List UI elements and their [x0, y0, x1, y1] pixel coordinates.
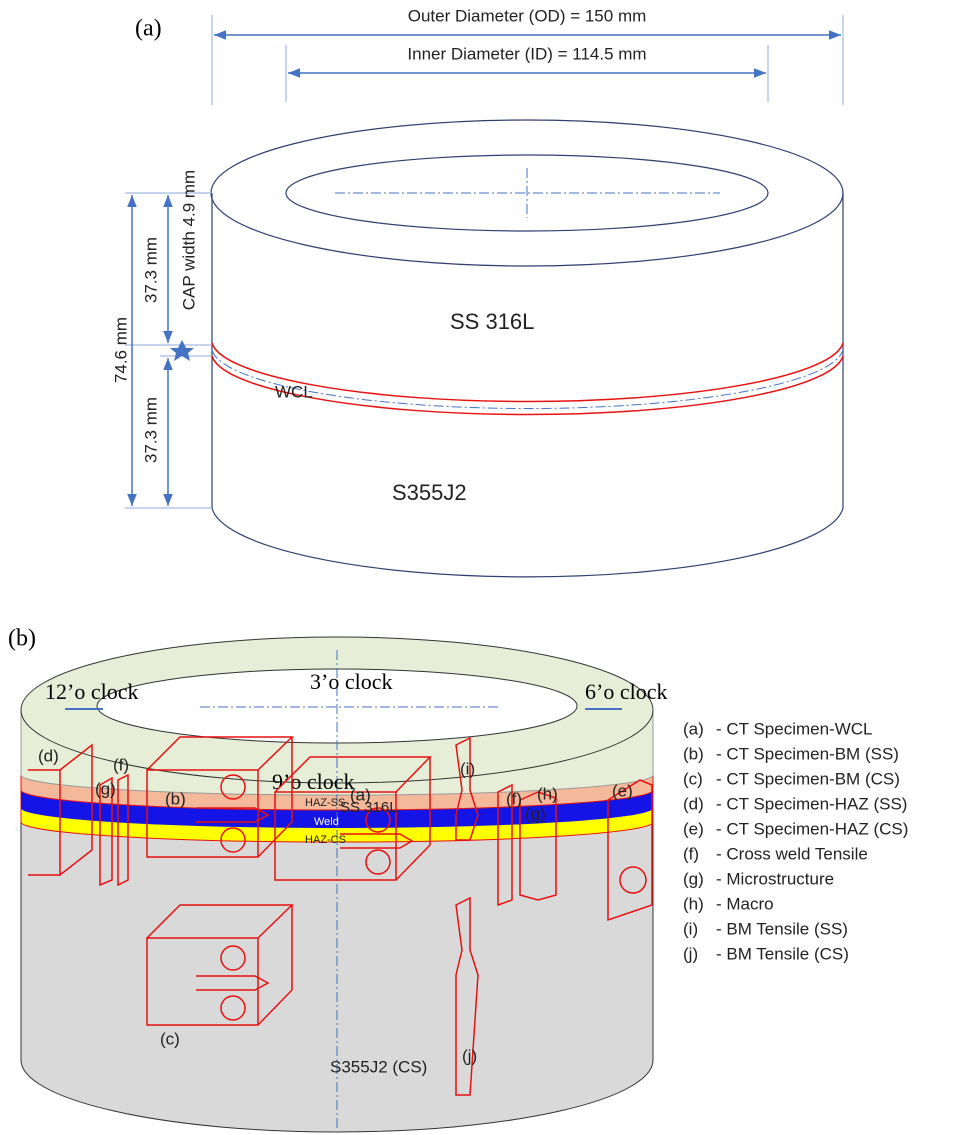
specimen-label: (f)	[506, 789, 522, 808]
legend-text: - CT Specimen-HAZ (SS)	[716, 794, 907, 813]
zone-label: HAZ-CS	[305, 834, 346, 846]
legend-key: (e)	[683, 819, 704, 838]
specimen-label: (d)	[38, 746, 59, 765]
height-top-label: 37.3 mm	[141, 237, 160, 303]
clock-label: 12’o clock	[45, 679, 138, 704]
specimen-label: (h)	[537, 784, 558, 803]
panel-a: (a) Outer Diameter (OD) = 150 mm Inner D…	[111, 6, 843, 576]
clock-label: 9’o clock	[272, 769, 354, 794]
legend-key: (j)	[683, 944, 698, 963]
legend-key: (a)	[683, 719, 704, 738]
id-label: Inner Diameter (ID) = 114.5 mm	[407, 44, 646, 63]
legend-key: (g)	[683, 869, 704, 888]
height-total-label: 74.6 mm	[111, 317, 130, 383]
panel-label: (a)	[135, 16, 162, 42]
panel-label: (b)	[8, 626, 36, 652]
legend-text: - BM Tensile (SS)	[716, 919, 848, 938]
figure: (a) Outer Diameter (OD) = 150 mm Inner D…	[0, 0, 961, 1135]
clock-label: 6’o clock	[585, 679, 667, 704]
legend-key: (d)	[683, 794, 704, 813]
bottom-material: S355J2 (CS)	[330, 1057, 427, 1076]
specimen-label: (a)	[350, 785, 371, 804]
clock-label: 3’o clock	[310, 669, 392, 694]
specimen-label: (b)	[165, 789, 186, 808]
legend-key: (f)	[683, 844, 699, 863]
cap-marker	[170, 340, 194, 361]
height-bottom-label: 37.3 mm	[141, 397, 160, 463]
wcl-label: WCL	[275, 382, 313, 401]
zone-label: Weld	[314, 816, 339, 828]
legend-key: (i)	[683, 919, 698, 938]
legend-key: (c)	[683, 769, 703, 788]
legend-text: - Microstructure	[716, 869, 834, 888]
bottom-material: S355J2	[392, 480, 467, 505]
legend: (a) - CT Specimen-WCL (b) - CT Specimen-BM …	[683, 719, 908, 963]
legend-key: (h)	[683, 894, 704, 913]
specimen-label: (j)	[462, 1046, 477, 1065]
legend-text: - BM Tensile (CS)	[716, 944, 849, 963]
legend-text: - CT Specimen-HAZ (CS)	[716, 819, 908, 838]
specimen-label: (e)	[612, 781, 633, 800]
od-label: Outer Diameter (OD) = 150 mm	[408, 6, 647, 25]
top-material: SS 316L	[450, 309, 534, 334]
specimen-label: (g)	[525, 804, 546, 823]
specimen-label: (f)	[113, 755, 129, 774]
specimen-label: (g)	[95, 779, 116, 798]
legend-text: - CT Specimen-BM (CS)	[716, 769, 900, 788]
specimen-label: (i)	[460, 759, 475, 778]
specimen-label: (c)	[160, 1029, 180, 1048]
cap-width-label: CAP width 4.9 mm	[179, 170, 198, 310]
legend-key: (b)	[683, 744, 704, 763]
legend-text: - CT Specimen-WCL	[716, 719, 873, 738]
panel-b: (b) 3’o clock 12’o clock 6’o clock 9’o c…	[8, 626, 908, 1133]
legend-text: - Macro	[716, 894, 774, 913]
legend-text: - CT Specimen-BM (SS)	[716, 744, 899, 763]
legend-text: - Cross weld Tensile	[716, 844, 868, 863]
